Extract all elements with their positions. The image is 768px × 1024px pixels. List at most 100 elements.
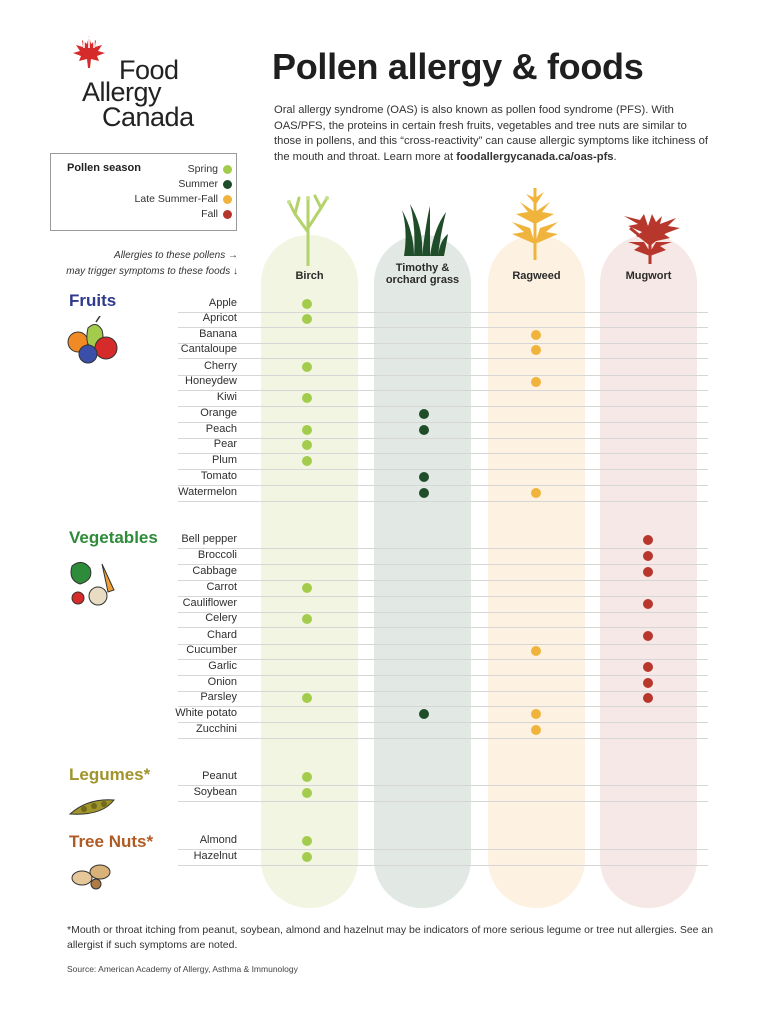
food-label: Onion [207,676,237,688]
reaction-dot [531,646,541,656]
food-label: Cherry [203,360,237,372]
reaction-dot [419,472,429,482]
row-divider [178,375,708,376]
row-divider [178,312,708,313]
legend-label: Summer [178,178,218,190]
row-divider [178,627,708,628]
reaction-dot [643,662,653,672]
reaction-dot [302,456,312,466]
food-label: Apple [208,297,237,309]
reaction-dot [419,488,429,498]
food-label: Parsley [200,691,237,703]
food-label: Celery [205,612,237,624]
reaction-dot [531,488,541,498]
reaction-dot [302,314,312,324]
food-label: Broccoli [197,549,237,561]
legend-label: Late Summer-Fall [134,193,218,205]
reaction-dot [302,772,312,782]
reaction-dot [419,709,429,719]
row-divider [178,785,708,786]
row-divider [178,612,708,613]
row-divider [178,675,708,676]
intro-paragraph: Oral allergy syndrome (OAS) is also know… [274,103,714,165]
reaction-dot [643,551,653,561]
reaction-dot [302,425,312,435]
legumes-illustration-icon [68,799,115,815]
reaction-dot [531,725,541,735]
intro-text: Oral allergy syndrome (OAS) is also know… [274,104,709,163]
legend-dot [223,165,232,174]
reaction-dot [531,345,541,355]
maple-fork-icon [73,36,105,68]
category-heading: Fruits [69,291,117,310]
row-divider [178,706,708,707]
row-divider [178,865,708,866]
reaction-dot [302,852,312,862]
footnote: *Mouth or throat itching from peanut, so… [67,924,714,951]
pollen-column-label: Mugwort [625,270,672,282]
legend-label: Fall [201,208,218,220]
tree-nuts-illustration-icon [71,864,111,890]
row-divider [178,722,708,723]
row-divider [178,485,708,486]
category-heading: Tree Nuts* [69,832,154,851]
food-label: Bell pepper [181,533,237,545]
logo-text-allergy: Allergy [82,77,162,107]
row-divider [178,358,708,359]
food-label: Garlic [208,660,237,672]
food-label: Soybean [193,786,237,798]
row-divider [178,659,708,660]
legend-item-fall: Fall [201,208,232,220]
food-label: Cucumber [186,644,237,656]
row-divider [178,801,708,802]
reaction-dot [643,678,653,688]
food-label: Honeydew [185,375,237,387]
reaction-dot [419,409,429,419]
row-divider [178,738,708,739]
hint-foods: may trigger symptoms to these foods ↓ [66,266,238,277]
grass-icon [402,204,448,256]
row-divider [178,422,708,423]
food-label: Orange [200,407,237,419]
reaction-dot [531,377,541,387]
row-divider [178,327,708,328]
intro-end: . [613,150,617,163]
food-allergy-canada-logo[interactable]: Food Allergy Canada [68,34,218,134]
reaction-dot [643,567,653,577]
row-divider [178,644,708,645]
row-divider [178,580,708,581]
page-title: Pollen allergy & foods [272,46,644,87]
source-citation: Source: American Academy of Allergy, Ast… [67,964,298,974]
intro-link[interactable]: foodallergycanada.ca/oas-pfs [456,150,614,163]
row-divider [178,849,708,850]
pollen-column-label: Ragweed [512,270,561,282]
food-label: Banana [199,328,237,340]
reaction-dot [643,599,653,609]
ragweed-icon [512,188,558,260]
food-label: Kiwi [216,391,237,403]
row-divider [178,596,708,597]
reaction-dot [302,693,312,703]
row-divider [178,343,708,344]
row-divider [178,501,708,502]
food-label: Cauliflower [182,597,237,609]
reaction-dot [302,299,312,309]
reaction-dot [302,362,312,372]
food-label: White potato [175,707,237,719]
legend-item-summer: Summer [178,178,232,190]
reaction-dot [302,836,312,846]
food-label: Hazelnut [193,850,237,862]
vegetables-illustration-icon [70,562,115,606]
legend-label: Spring [187,163,218,175]
row-divider [178,548,708,549]
food-label: Plum [211,454,237,466]
food-label: Tomato [200,470,237,482]
food-label: Zucchini [196,723,237,735]
row-divider [178,390,708,391]
reaction-dot [643,631,653,641]
food-label: Peach [205,423,237,435]
pollen-column-1 [374,235,471,908]
mugwort-icon [624,214,680,264]
pollen-season-legend: Pollen season Spring Summer Late Summer-… [50,153,237,231]
reaction-dot [643,535,653,545]
